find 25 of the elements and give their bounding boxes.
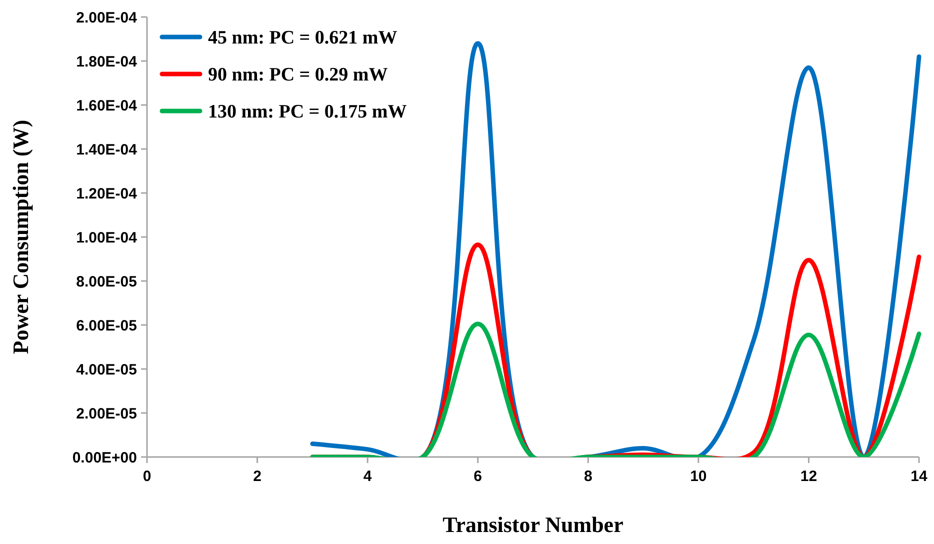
y-tick-label: 0.00E+00 bbox=[72, 449, 137, 466]
y-tick-label: 1.00E-04 bbox=[76, 229, 138, 246]
x-tick-label: 0 bbox=[142, 468, 152, 485]
x-tick-label: 4 bbox=[363, 468, 372, 485]
y-tick-label: 8.00E-05 bbox=[76, 273, 137, 290]
x-tick-label: 8 bbox=[584, 468, 592, 485]
legend-label: 90 nm: PC = 0.29 mW bbox=[208, 64, 388, 86]
x-tick-label: 6 bbox=[474, 468, 482, 485]
y-tick-label: 1.80E-04 bbox=[76, 53, 138, 70]
line-series bbox=[310, 322, 922, 457]
y-tick-label: 2.00E-05 bbox=[76, 405, 137, 422]
x-tick-label: 14 bbox=[910, 468, 928, 485]
x-tick-label: 10 bbox=[690, 468, 707, 485]
x-tick-label: 12 bbox=[800, 468, 818, 485]
x-tick-label: 2 bbox=[253, 468, 262, 485]
y-tick-label: 1.20E-04 bbox=[76, 185, 138, 202]
x-axis-title: Transistor Number bbox=[442, 512, 624, 537]
legend-label: 45 nm: PC = 0.621 mW bbox=[208, 28, 398, 49]
y-axis-title: Power Consumption (W) bbox=[8, 120, 33, 354]
y-tick-label: 4.00E-05 bbox=[76, 361, 137, 378]
legend-label: 130 nm: PC = 0.175 mW bbox=[208, 102, 407, 123]
y-tick-label: 2.00E-04 bbox=[76, 9, 138, 26]
y-tick-label: 1.60E-04 bbox=[76, 97, 138, 114]
y-tick-label: 1.40E-04 bbox=[76, 141, 138, 158]
y-tick-label: 6.00E-05 bbox=[76, 317, 137, 334]
